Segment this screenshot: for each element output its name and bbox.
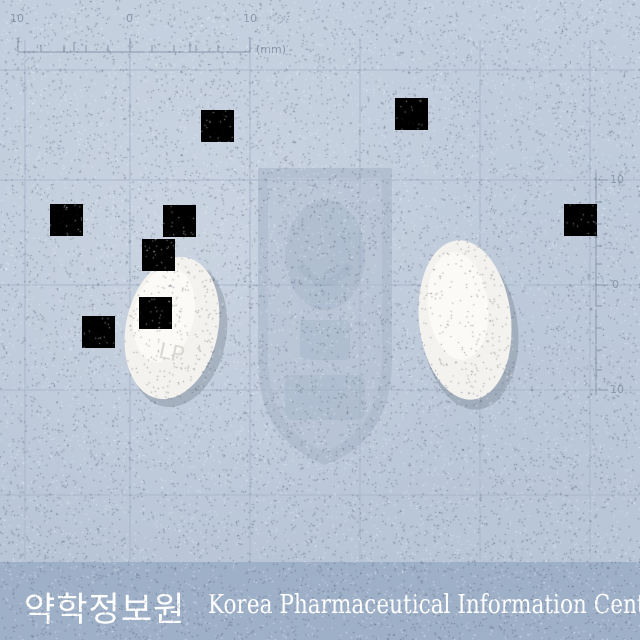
ruler-unit: (mm) xyxy=(256,43,287,56)
ruler-label-top-zero: 0 xyxy=(126,12,133,25)
ruler-label-right-top: 10 xyxy=(610,173,624,186)
korean-org-name: 약학정보원 xyxy=(24,590,186,630)
redaction-box xyxy=(50,204,83,236)
shield-emblem-icon xyxy=(258,168,392,465)
redaction-box xyxy=(564,204,597,236)
redaction-box xyxy=(82,316,115,348)
redaction-box xyxy=(395,98,428,130)
english-org-name: Korea Pharmaceutical Information Center xyxy=(208,590,640,620)
ruler-label-right-bottom: 10 xyxy=(610,383,624,396)
pill-back xyxy=(418,240,519,410)
ruler-label-top-left: 10 xyxy=(10,12,24,25)
footer-banner: 약학정보원 Korea Pharmaceutical Information C… xyxy=(0,562,640,640)
ruler-label-right-zero: 0 xyxy=(612,278,619,291)
pill-imprint: LP xyxy=(156,339,186,369)
pill-front: LP xyxy=(124,256,228,408)
redaction-box xyxy=(142,239,175,271)
redaction-box xyxy=(139,297,172,329)
redaction-box xyxy=(163,205,196,237)
ruler-label-top-right: 10 xyxy=(243,12,257,25)
redaction-box xyxy=(201,110,234,142)
